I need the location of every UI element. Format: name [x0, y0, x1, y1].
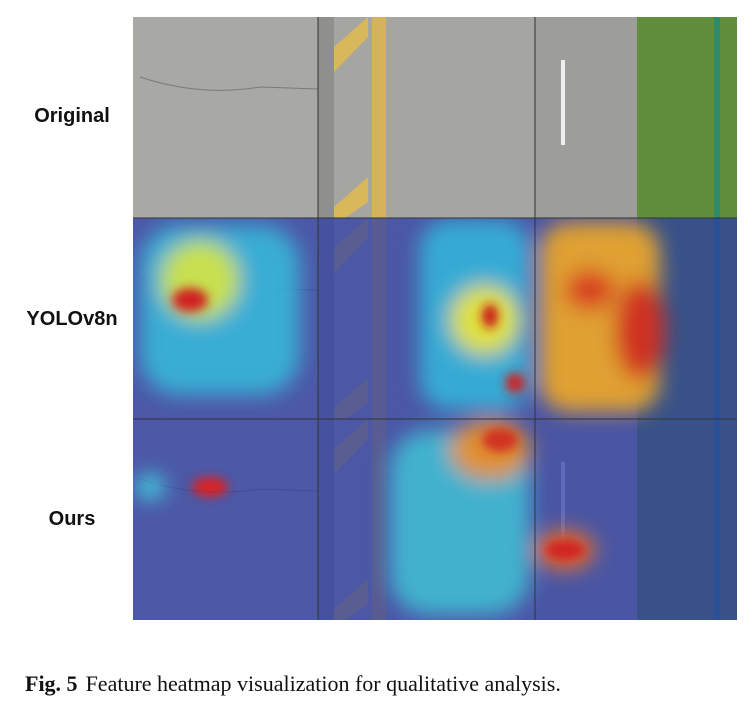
heatmap-blobs: [135, 220, 665, 615]
row-label: YOLOv8n: [26, 308, 118, 330]
caption-text: Feature heatmap visualization for qualit…: [85, 671, 561, 696]
cell-dividers: [133, 17, 737, 620]
original-image: [132, 16, 738, 219]
caption-label: Fig. 5: [25, 671, 78, 696]
row-label: Ours: [48, 508, 96, 530]
row-label: Original: [34, 105, 110, 127]
caption: Fig. 5 Feature heatmap visualization for …: [25, 671, 561, 697]
